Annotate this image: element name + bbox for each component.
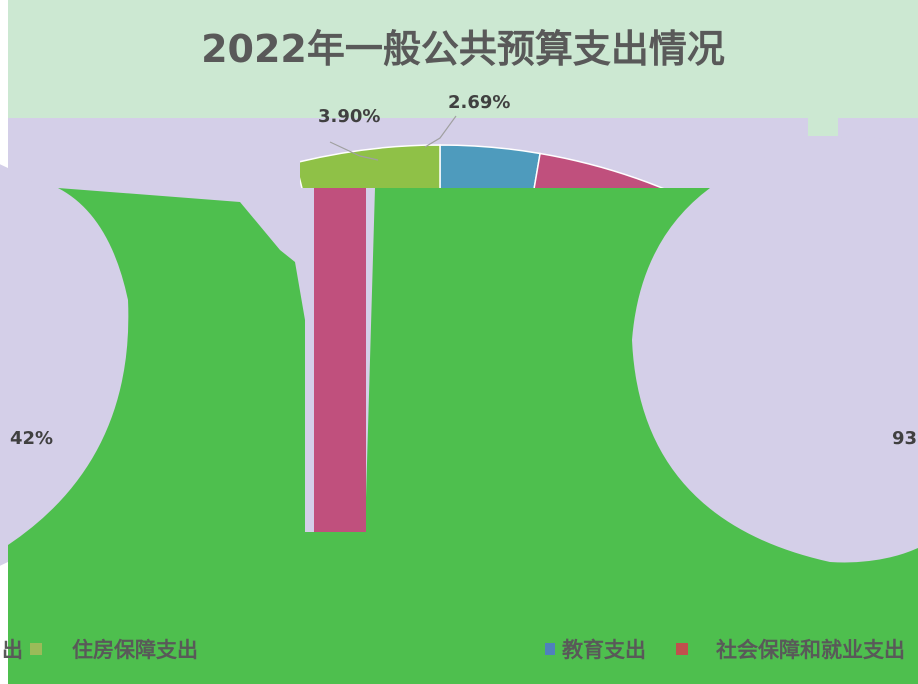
partial-label-left: 42% bbox=[10, 428, 53, 449]
legend-label-social: 社会保障和就业支出 bbox=[715, 638, 905, 662]
slice-education bbox=[439, 144, 541, 188]
right-ghost-pie bbox=[633, 137, 918, 587]
legend: 出 住房保障支出 教育支出 社会保障和就业支出 bbox=[2, 638, 905, 662]
legend-leading-fragment: 出 bbox=[2, 638, 23, 662]
slice-social-security bbox=[533, 152, 664, 188]
legend-label-housing: 住房保障支出 bbox=[72, 638, 198, 662]
green-overflow bbox=[8, 188, 918, 684]
slice-social-security-column bbox=[314, 160, 366, 532]
legend-swatch-housing bbox=[30, 643, 42, 655]
data-label-housing: 3.90% bbox=[318, 106, 380, 127]
data-label-education: 2.69% bbox=[448, 92, 510, 113]
legend-label-education: 教育支出 bbox=[562, 638, 646, 662]
plot-tab bbox=[808, 118, 838, 136]
legend-swatch-education bbox=[545, 643, 555, 655]
pie-slices bbox=[300, 144, 664, 188]
title-band bbox=[8, 0, 918, 118]
leader-lines bbox=[329, 115, 457, 161]
slice-housing bbox=[300, 144, 441, 188]
partial-label-right: 93 bbox=[892, 428, 917, 449]
legend-swatch-social bbox=[676, 643, 688, 655]
chart-title: 2022年一般公共预算支出情况 bbox=[201, 27, 725, 71]
